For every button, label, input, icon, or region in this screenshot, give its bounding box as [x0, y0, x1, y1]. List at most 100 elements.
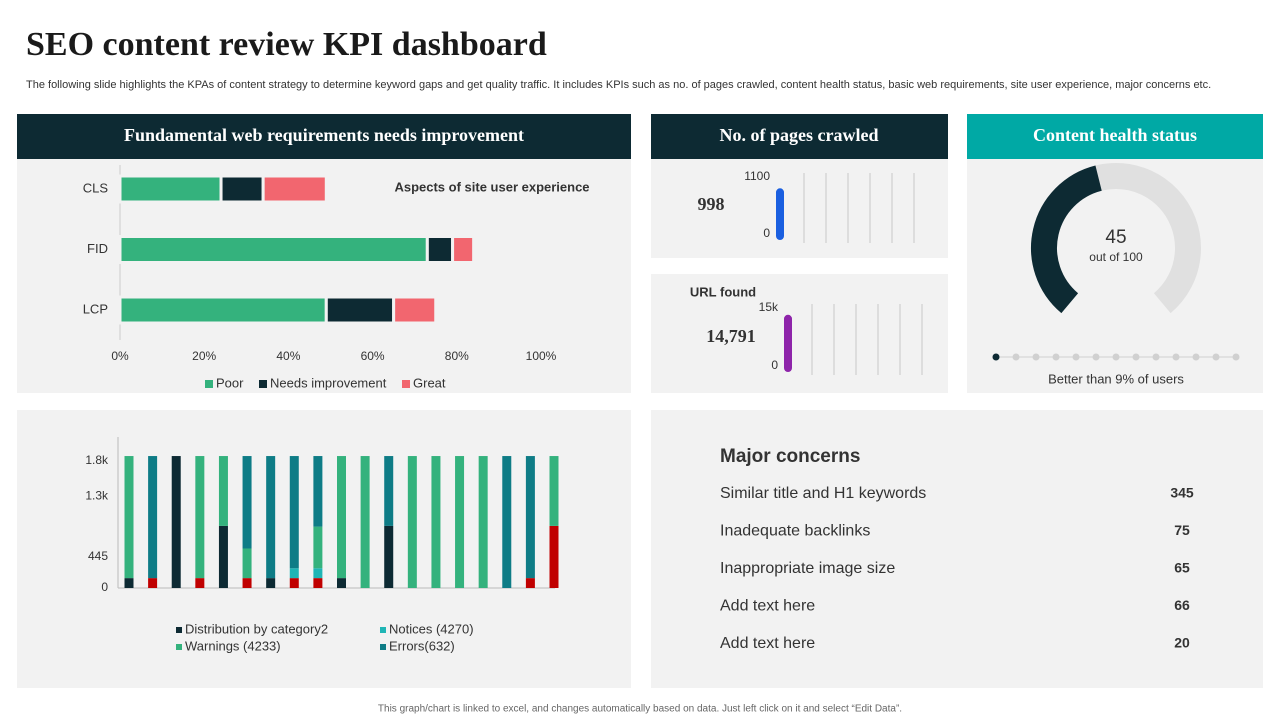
- legend-label: Distribution by category2: [185, 621, 328, 636]
- legend-label: Warnings (4233): [185, 638, 281, 653]
- column-segment: [218, 525, 228, 588]
- y-tick-label: 15k: [759, 300, 779, 314]
- concern-label: Inappropriate image size: [720, 560, 895, 577]
- gauge-value: 14,791: [706, 326, 756, 346]
- bar-segment: [261, 174, 328, 204]
- column-segment: [525, 578, 535, 588]
- legend-label: Notices (4270): [389, 621, 474, 636]
- column-segment: [525, 456, 535, 579]
- legend-label: Errors(632): [389, 638, 455, 653]
- column-segment: [313, 456, 323, 527]
- y-tick-label: 1100: [744, 169, 770, 183]
- gauge-title: URL found: [690, 284, 756, 299]
- column-segment: [195, 578, 205, 588]
- panel-header: [17, 114, 631, 159]
- legend-label: Great: [413, 375, 446, 390]
- concern-value: 345: [1170, 485, 1194, 501]
- column-segment: [455, 456, 465, 588]
- column-segment: [148, 578, 158, 588]
- x-tick-label: 100%: [526, 349, 557, 363]
- legend-swatch: [205, 380, 213, 388]
- concern-value: 66: [1174, 597, 1190, 613]
- decor-dot: [992, 353, 1000, 361]
- legend-swatch: [259, 380, 267, 388]
- description-box: The following slide highlights the KPAs …: [26, 79, 1211, 91]
- panel: [651, 159, 948, 258]
- y-tick-label: FID: [87, 241, 108, 256]
- column-segment: [313, 568, 323, 579]
- decor-dot: [1212, 353, 1220, 361]
- column-segment: [242, 456, 252, 549]
- panel-header: [651, 114, 948, 159]
- decor-dot: [1172, 353, 1180, 361]
- column-segment: [384, 525, 394, 588]
- bar-segment: [425, 235, 455, 264]
- footer: This graph/chart is linked to excel, and…: [378, 704, 902, 715]
- column-segment: [313, 526, 323, 569]
- column-segment: [148, 456, 158, 579]
- bar-segment: [392, 295, 438, 325]
- gauge-value: 998: [698, 194, 725, 214]
- panel: [17, 410, 631, 688]
- decor-dot: [1192, 353, 1200, 361]
- decor-dot: [1092, 353, 1100, 361]
- panel: [651, 274, 948, 393]
- column-segment: [124, 578, 134, 588]
- bar-segment: [324, 295, 396, 325]
- column-segment: [289, 568, 299, 579]
- column-segment: [337, 456, 346, 579]
- column-segment: [242, 578, 252, 588]
- gauge-bar: [776, 188, 784, 240]
- column-segment: [384, 456, 394, 526]
- concern-value: 65: [1174, 560, 1190, 576]
- concern-value: 75: [1174, 522, 1190, 538]
- panel-title: Content health status: [1033, 125, 1197, 145]
- bar-segment: [451, 235, 476, 264]
- annotation: Aspects of site user experience: [394, 179, 589, 194]
- gauge-arc: [1031, 165, 1103, 314]
- column-segment: [313, 578, 323, 588]
- concern-label: Add text here: [720, 635, 815, 652]
- y-tick-label: 1.8k: [85, 453, 109, 467]
- column-segment: [549, 525, 559, 588]
- concerns-title: Major concerns: [720, 446, 860, 467]
- panel: [651, 410, 1263, 688]
- column-segment: [502, 456, 512, 588]
- y-tick-label: CLS: [83, 180, 109, 195]
- bar-segment: [219, 174, 265, 204]
- y-tick-label: 0: [763, 226, 770, 240]
- legend-swatch: [176, 644, 182, 650]
- legend-swatch: [380, 644, 386, 650]
- column-segment: [360, 456, 370, 588]
- column-segment: [124, 456, 134, 579]
- x-tick-label: 80%: [445, 349, 469, 363]
- decor-dot: [1072, 353, 1080, 361]
- y-tick-label: 445: [88, 549, 108, 563]
- bar-segment: [118, 174, 223, 204]
- column-segment: [289, 456, 299, 569]
- concern-label: Similar title and H1 keywords: [720, 485, 926, 502]
- column-segment: [266, 456, 276, 579]
- concern-label: Add text here: [720, 598, 815, 615]
- gauge-caption: out of 100: [1089, 250, 1143, 264]
- decor-dot: [1012, 353, 1020, 361]
- column-segment: [478, 456, 488, 588]
- concern-value: 20: [1174, 635, 1190, 651]
- y-tick-label: LCP: [83, 301, 108, 316]
- decor-dot: [1112, 353, 1120, 361]
- x-tick-label: 40%: [276, 349, 300, 363]
- column-segment: [407, 456, 417, 588]
- bar-segment: [118, 235, 429, 264]
- column-segment: [195, 456, 205, 579]
- decor-dot: [1032, 353, 1040, 361]
- legend-label: Needs improvement: [270, 375, 387, 390]
- column-segment: [242, 548, 252, 579]
- legend-swatch: [402, 380, 410, 388]
- panel-header: [967, 114, 1263, 159]
- column-segment: [266, 578, 276, 588]
- x-tick-label: 60%: [361, 349, 385, 363]
- decor-dot: [1132, 353, 1140, 361]
- gauge-bar: [784, 314, 792, 372]
- legend-label: Poor: [216, 375, 244, 390]
